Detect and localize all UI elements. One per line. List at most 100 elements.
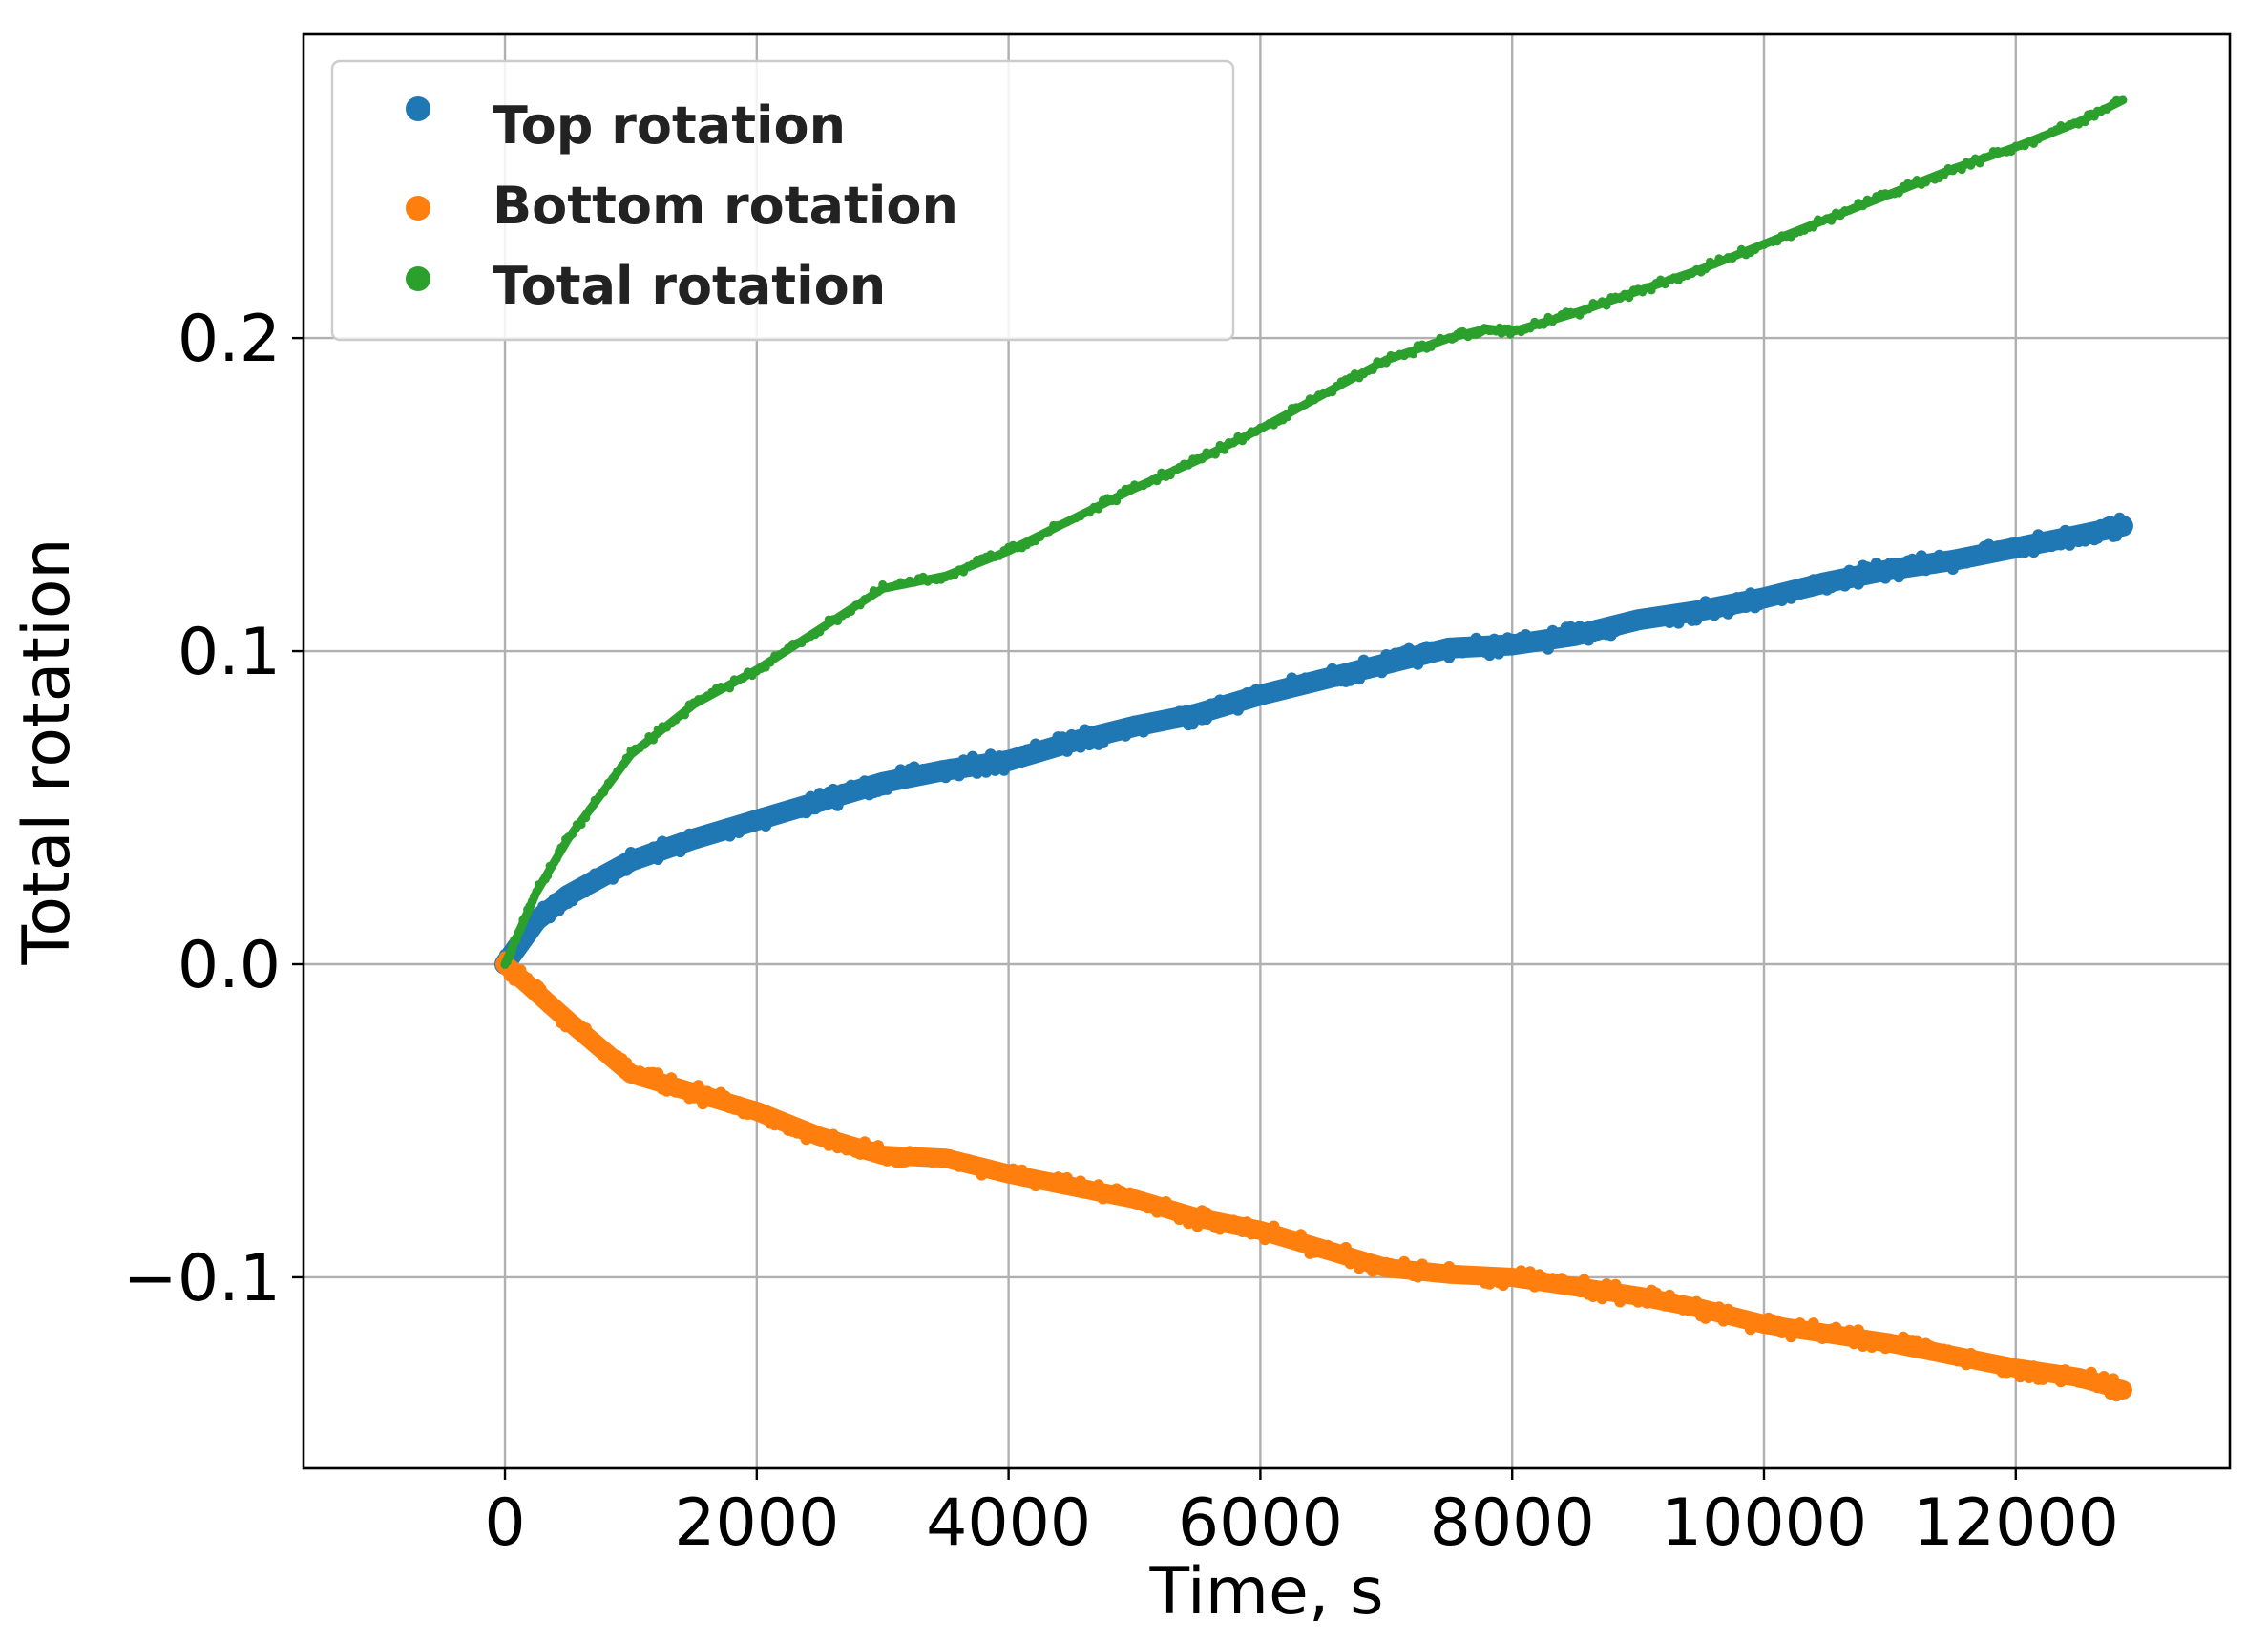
data-point [1843, 1324, 1856, 1337]
data-point [1690, 1295, 1703, 1308]
data-point [873, 587, 883, 597]
data-point [1412, 1271, 1424, 1283]
data-point [1911, 1335, 1923, 1347]
data-point [1368, 366, 1377, 374]
data-point [649, 735, 658, 745]
data-point [1483, 649, 1496, 662]
data-point [1438, 642, 1451, 655]
data-point [724, 830, 736, 842]
data-point [1430, 648, 1442, 661]
data-point [2023, 534, 2035, 546]
data-point [602, 863, 615, 875]
data-point [1915, 550, 1927, 562]
data-point [2098, 528, 2110, 540]
data-point [1888, 558, 1900, 570]
data-point [1848, 1337, 1860, 1350]
data-point [1717, 1315, 1730, 1327]
data-point [1488, 633, 1501, 645]
data-point [647, 841, 660, 853]
data-point [1283, 412, 1292, 422]
data-point [858, 775, 871, 788]
data-point [2064, 538, 2076, 551]
data-point [1402, 642, 1415, 655]
data-point [739, 674, 748, 683]
data-point [1740, 1313, 1753, 1325]
legend-marker [406, 96, 430, 121]
data-point [652, 853, 664, 865]
data-point [1838, 579, 1851, 592]
data-point [526, 926, 538, 938]
data-point [994, 750, 1006, 763]
data-point [854, 785, 867, 797]
data-point [634, 1065, 646, 1078]
data-point [809, 803, 822, 815]
data-point [1079, 724, 1091, 736]
y-tick-label: 0.1 [178, 615, 281, 690]
data-point [917, 764, 930, 775]
plot-area [494, 95, 2133, 1402]
legend-marker [406, 266, 430, 291]
data-point [847, 607, 856, 616]
data-point [1376, 666, 1388, 679]
data-point [1929, 561, 1941, 574]
data-point [865, 593, 874, 602]
data-point [733, 1096, 745, 1107]
data-point [558, 841, 568, 851]
data-point [2080, 117, 2090, 127]
data-point [568, 830, 578, 839]
data-point [872, 1140, 884, 1152]
data-point [508, 974, 520, 986]
data-point [805, 790, 817, 803]
data-point [552, 854, 561, 864]
data-point [516, 925, 525, 935]
data-point [1398, 1255, 1411, 1268]
data-point [1259, 1233, 1271, 1246]
data-point [1659, 1299, 1671, 1312]
data-point [535, 983, 547, 996]
data-point [908, 761, 920, 773]
data-point [725, 684, 735, 693]
data-point [1205, 1211, 1217, 1223]
data-point [1060, 745, 1073, 757]
data-point [1241, 1216, 1253, 1229]
data-point [1381, 358, 1391, 368]
data-point [1556, 1273, 1567, 1285]
data-point [800, 807, 812, 819]
data-point [2019, 546, 2031, 558]
x-axis-label: Time, s [1148, 1554, 1383, 1630]
data-point [1160, 1196, 1172, 1208]
data-point [1155, 719, 1167, 731]
data-point [820, 621, 829, 631]
data-point [1957, 165, 1966, 175]
data-point [1357, 1252, 1370, 1264]
data-point [1961, 1358, 1972, 1371]
data-point [620, 864, 633, 876]
y-tick-label: −0.1 [123, 1241, 281, 1316]
data-point [1044, 527, 1054, 537]
data-point [1880, 1342, 1892, 1355]
series-top-rotation [494, 512, 2133, 976]
x-tick-label: 8000 [1430, 1485, 1595, 1561]
data-point [599, 788, 609, 797]
x-tick-label: 12000 [1913, 1485, 2119, 1561]
data-point [899, 1155, 912, 1168]
data-point [855, 600, 865, 610]
data-point [1609, 1278, 1622, 1291]
data-point [543, 871, 553, 880]
data-point [1152, 476, 1162, 486]
data-point [766, 658, 775, 667]
legend-label: Total rotation [493, 256, 886, 316]
data-point [1573, 1286, 1586, 1298]
data-point [1578, 622, 1590, 635]
data-point [854, 1147, 867, 1160]
data-point [989, 764, 1001, 776]
data-point [1647, 285, 1656, 295]
data-point [692, 1080, 704, 1092]
data-point [719, 1090, 731, 1103]
data-point [1858, 201, 1868, 211]
data-point [939, 771, 952, 784]
data-point [1780, 1318, 1793, 1331]
data-point [1649, 1287, 1662, 1299]
data-point [1510, 1274, 1522, 1286]
data-point [665, 1072, 678, 1084]
